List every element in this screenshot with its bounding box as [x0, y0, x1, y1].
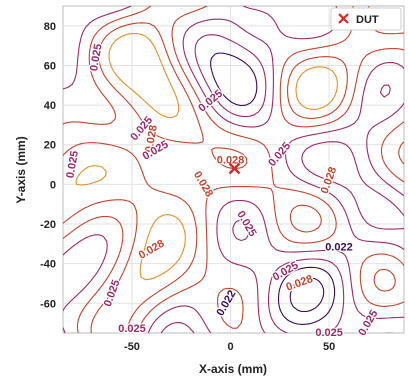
- x-tick-label: 50: [323, 341, 335, 353]
- grid: [63, 6, 404, 333]
- y-tick-label: -40: [40, 259, 56, 271]
- contour-label: 0.022: [325, 242, 353, 254]
- legend-x-icon: [338, 13, 349, 24]
- contour-line: [160, 34, 404, 333]
- dut-marker: [228, 162, 241, 175]
- legend: DUT: [330, 7, 402, 31]
- y-tick-label: -20: [40, 219, 56, 231]
- y-tick-label: 80: [44, 21, 56, 33]
- y-axis-label: Y-axis (mm): [14, 136, 28, 203]
- dut-x-stroke: [228, 162, 241, 175]
- x-tick-label: 0: [227, 341, 233, 353]
- contour-line: [63, 6, 404, 333]
- x-tick-labels: -50 0 50: [124, 341, 335, 353]
- legend-entry-dut: DUT: [356, 14, 379, 26]
- y-tick-label: 40: [44, 100, 56, 112]
- contour-line: [75, 32, 338, 281]
- contour-label: 0.025: [315, 327, 343, 339]
- x-axis-label: X-axis (mm): [199, 362, 267, 376]
- y-tick-label: -60: [40, 298, 56, 310]
- contour-lines: [63, 6, 404, 333]
- contour-line: [63, 6, 404, 333]
- contour-label: 0.025: [118, 323, 146, 335]
- y-tick-label: 20: [44, 140, 56, 152]
- legend-box: [330, 7, 402, 31]
- contour-line: [289, 277, 325, 313]
- y-tick-labels: -60 -40 -20 0 20 40 60 80: [40, 21, 56, 310]
- contour-line: [210, 52, 336, 325]
- x-tick-label: -50: [124, 341, 140, 353]
- y-tick-label: 0: [50, 179, 56, 191]
- y-tick-label: 60: [44, 60, 56, 72]
- contour-line: [63, 6, 404, 333]
